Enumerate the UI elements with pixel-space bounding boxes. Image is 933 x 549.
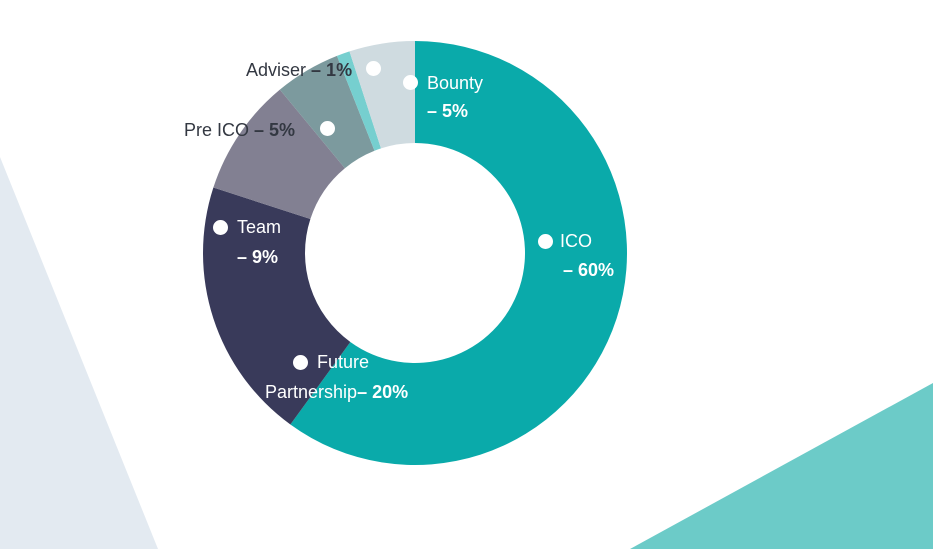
slice-future-partnership xyxy=(203,187,351,425)
slice-adviser xyxy=(336,51,382,151)
pre-ico-label: Pre ICO – 5% xyxy=(184,116,295,144)
ico-label-name: ICO xyxy=(560,231,593,251)
adviser-label: Adviser – 1% xyxy=(246,56,352,84)
future-partnership-label-line2: Partnership– 20% xyxy=(265,378,408,406)
ico-label-percent: – 60% xyxy=(563,260,615,280)
team-label-percent: – 9% xyxy=(237,247,279,267)
slice-bounty xyxy=(349,41,415,149)
ico-percent: – 60% xyxy=(563,256,614,284)
future-partnership-label-name: Future xyxy=(317,352,370,372)
adviser-label-name: Adviser xyxy=(246,60,307,80)
bounty-label-percent: – 5% xyxy=(427,101,469,121)
team-label-name: Team xyxy=(237,217,282,237)
bounty-marker-dot xyxy=(403,75,418,90)
pre-ico-label-name: Pre ICO xyxy=(184,120,250,140)
bounty-label-name: Bounty xyxy=(427,73,484,93)
future-partnership-label: Future xyxy=(317,348,369,376)
ico-marker-dot xyxy=(538,234,553,249)
future-partnership-label-percent: – 20% xyxy=(357,382,409,402)
slice-pre-ico xyxy=(279,55,375,169)
slice-ico xyxy=(290,41,627,465)
bounty-percent: – 5% xyxy=(427,97,468,125)
pre-ico-marker-dot xyxy=(320,121,335,136)
future-partnership-marker-dot xyxy=(293,355,308,370)
team-marker-dot xyxy=(213,220,228,235)
team-label: Team xyxy=(237,213,281,241)
ico-label: ICO xyxy=(560,227,592,255)
future-partnership-label-name2: Partnership xyxy=(265,382,358,402)
adviser-marker-dot xyxy=(366,61,381,76)
slice-team xyxy=(213,89,345,220)
bounty-label: Bounty xyxy=(427,69,483,97)
background-left-triangle xyxy=(0,157,158,549)
adviser-label-percent: – 1% xyxy=(311,60,353,80)
team-percent: – 9% xyxy=(237,243,278,271)
background-right-triangle xyxy=(630,383,933,549)
pre-ico-label-percent: – 5% xyxy=(254,120,296,140)
